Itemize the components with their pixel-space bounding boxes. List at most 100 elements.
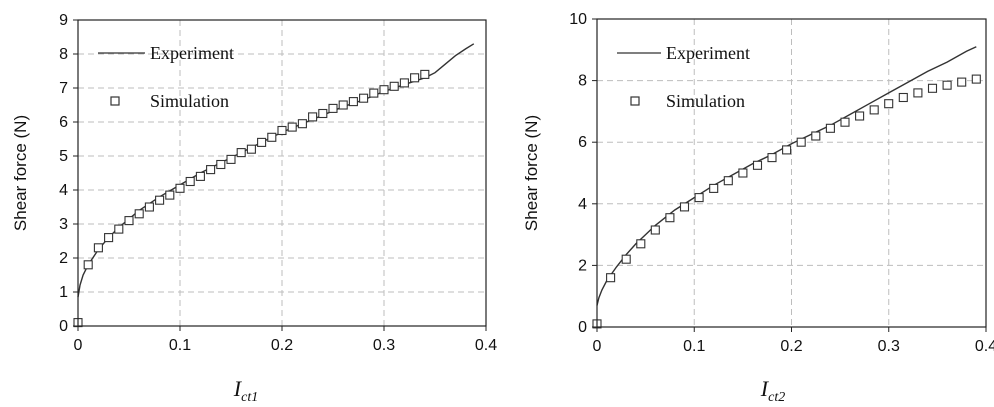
simulation-point <box>694 193 704 203</box>
simulation-point <box>246 144 256 154</box>
simulation-point <box>898 92 908 103</box>
simulation-point <box>709 183 719 193</box>
y-tick-label: 6 <box>578 134 587 151</box>
y-axis-label: Shear force (N) <box>522 115 541 231</box>
x-tick-label: 0 <box>74 337 83 354</box>
x-axis-label-main: I <box>760 376 770 401</box>
x-tick-label: 0.1 <box>683 338 705 355</box>
simulation-point <box>338 100 348 110</box>
legend-simulation-marker <box>110 96 120 106</box>
legend-simulation-marker <box>630 96 640 106</box>
series-layer <box>592 46 981 329</box>
simulation-point <box>957 77 967 87</box>
simulation-point <box>942 80 952 90</box>
x-axis-label: Ict1 <box>233 376 258 405</box>
simulation-point <box>369 88 379 98</box>
simulation-point <box>389 81 399 91</box>
simulation-point <box>782 145 792 155</box>
y-tick-label: 8 <box>578 73 587 90</box>
y-tick-label: 6 <box>59 114 68 131</box>
simulation-point <box>767 153 777 163</box>
simulation-point <box>134 209 144 219</box>
y-tick-label: 7 <box>59 80 68 97</box>
simulation-point <box>723 176 733 186</box>
grid <box>78 20 486 326</box>
simulation-point <box>165 190 175 200</box>
y-tick-label: 1 <box>59 284 68 301</box>
x-tick-label: 0.3 <box>878 338 900 355</box>
simulation-point <box>636 239 646 249</box>
simulation-point <box>83 260 93 270</box>
simulation-point <box>399 78 409 88</box>
simulation-point <box>257 137 267 147</box>
simulation-point <box>328 103 338 113</box>
simulation-point <box>93 243 103 253</box>
simulation-point <box>236 148 246 158</box>
simulation-point <box>811 131 821 141</box>
y-tick-label: 5 <box>59 148 68 165</box>
simulation-point <box>348 97 358 107</box>
x-tick-label: 0 <box>593 338 602 355</box>
y-tick-label: 8 <box>59 46 68 63</box>
simulation-point <box>216 159 226 170</box>
tick-layer: 0 0.1 0.2 0.3 0.4 0 1 2 3 4 5 6 7 8 9 <box>59 12 497 354</box>
x-axis-label-main: I <box>233 376 243 401</box>
simulation-point <box>226 154 236 164</box>
legend: Experiment Simulation <box>98 43 234 111</box>
legend-simulation-label: Simulation <box>666 91 745 111</box>
simulation-point <box>606 273 616 283</box>
simulation-point <box>869 105 879 115</box>
simulation-point <box>971 74 981 84</box>
simulation-point <box>318 108 328 119</box>
grid <box>597 19 986 327</box>
simulation-point <box>738 168 748 178</box>
simulation-point <box>825 123 835 133</box>
x-axis-label-sub: ct1 <box>241 390 258 405</box>
x-tick-label: 0.4 <box>975 338 994 355</box>
y-tick-label: 4 <box>59 182 68 199</box>
simulation-point <box>379 85 389 95</box>
legend-experiment-label: Experiment <box>666 43 750 63</box>
simulation-point <box>277 125 287 136</box>
y-tick-label: 2 <box>59 250 68 267</box>
x-tick-label: 0.4 <box>475 337 497 354</box>
simulation-point <box>420 69 430 79</box>
simulation-point <box>297 119 307 129</box>
simulation-point <box>679 202 690 212</box>
simulation-point <box>359 93 369 103</box>
y-tick-label: 2 <box>578 257 587 274</box>
simulation-point <box>752 160 763 170</box>
y-tick-label: 9 <box>59 12 68 29</box>
simulation-point <box>650 225 660 235</box>
simulation-point <box>124 216 134 226</box>
x-axis-label-sub: ct2 <box>768 390 785 405</box>
y-tick-label: 10 <box>569 11 587 28</box>
simulation-point <box>114 224 124 234</box>
simulation-point <box>621 254 631 264</box>
x-tick-label: 0.2 <box>780 338 802 355</box>
chart-right: 0 0.1 0.2 0.3 0.4 0 2 4 6 8 10 Shear force (N) Ict… <box>522 11 994 405</box>
legend-simulation-label: Simulation <box>150 91 229 111</box>
simulation-point <box>840 117 850 127</box>
y-tick-label: 0 <box>578 319 587 336</box>
y-tick-label: 0 <box>59 318 68 335</box>
x-tick-label: 0.3 <box>373 337 395 354</box>
simulation-point <box>144 202 154 212</box>
simulation-point <box>927 83 938 93</box>
simulation-point <box>884 99 894 109</box>
simulation-point <box>104 233 114 243</box>
y-axis-label: Shear force (N) <box>11 115 30 231</box>
series-layer <box>73 43 475 328</box>
simulation-point <box>175 183 185 193</box>
simulation-point <box>195 171 205 181</box>
simulation-point <box>155 195 165 205</box>
x-axis-label: Ict2 <box>760 376 785 405</box>
simulation-point <box>665 213 675 223</box>
x-tick-label: 0.2 <box>271 337 293 354</box>
simulation-point <box>185 176 195 187</box>
simulation-point <box>796 137 806 147</box>
simulation-point <box>287 122 297 132</box>
legend: Experiment Simulation <box>617 43 750 111</box>
